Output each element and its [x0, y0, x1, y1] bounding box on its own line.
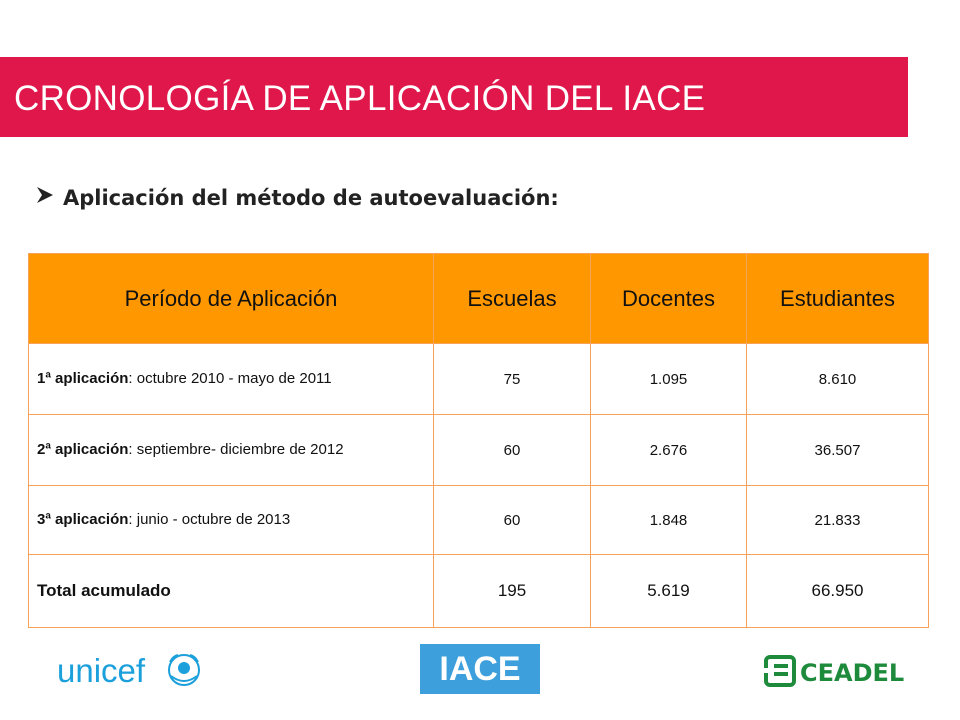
unicef-emblem-icon	[168, 654, 200, 686]
table-header-row: Período de Aplicación Escuelas Docentes …	[28, 253, 929, 344]
cell-total-escuelas: 195	[433, 554, 591, 628]
cell-total-docentes: 5.619	[590, 554, 747, 628]
cell-period: 2ª aplicación: septiembre- diciembre de …	[28, 414, 434, 486]
unicef-logo-text: unicef	[57, 652, 146, 689]
ceadel-logo-text: CEADEL	[800, 659, 904, 687]
cell-docentes: 2.676	[590, 414, 747, 486]
section-subtitle: Aplicación del método de autoevaluación:	[35, 185, 559, 210]
subtitle-text: Aplicación del método de autoevaluación:	[63, 186, 559, 210]
iace-logo: IACE	[420, 644, 540, 694]
cell-total-estudiantes: 66.950	[746, 554, 929, 628]
header-docentes: Docentes	[590, 253, 747, 344]
cell-estudiantes: 21.833	[746, 485, 929, 555]
title-bar: CRONOLOGÍA DE APLICACIÓN DEL IACE	[0, 57, 908, 137]
page-title: CRONOLOGÍA DE APLICACIÓN DEL IACE	[14, 79, 706, 118]
table-row: 2ª aplicación: septiembre- diciembre de …	[28, 414, 929, 486]
table-total-row: Total acumulado 195 5.619 66.950	[28, 554, 929, 628]
table-row: 3ª aplicación: junio - octubre de 2013 6…	[28, 485, 929, 555]
cell-period: 1ª aplicación: octubre 2010 - mayo de 20…	[28, 343, 434, 415]
table-row: 1ª aplicación: octubre 2010 - mayo de 20…	[28, 343, 929, 415]
header-estudiantes: Estudiantes	[746, 253, 929, 344]
cell-escuelas: 60	[433, 414, 591, 486]
cell-escuelas: 75	[433, 343, 591, 415]
unicef-logo: unicef	[57, 650, 202, 692]
cell-total-label: Total acumulado	[28, 554, 434, 628]
header-escuelas: Escuelas	[433, 253, 591, 344]
cell-docentes: 1.095	[590, 343, 747, 415]
arrow-bullet-icon	[35, 185, 55, 210]
cell-escuelas: 60	[433, 485, 591, 555]
ceadel-logo: CEADEL	[764, 652, 914, 690]
header-periodo: Período de Aplicación	[28, 253, 434, 344]
cell-period: 3ª aplicación: junio - octubre de 2013	[28, 485, 434, 555]
application-table: Período de Aplicación Escuelas Docentes …	[28, 253, 929, 628]
cell-docentes: 1.848	[590, 485, 747, 555]
cell-estudiantes: 36.507	[746, 414, 929, 486]
cell-estudiantes: 8.610	[746, 343, 929, 415]
ceadel-emblem-icon	[764, 655, 796, 687]
